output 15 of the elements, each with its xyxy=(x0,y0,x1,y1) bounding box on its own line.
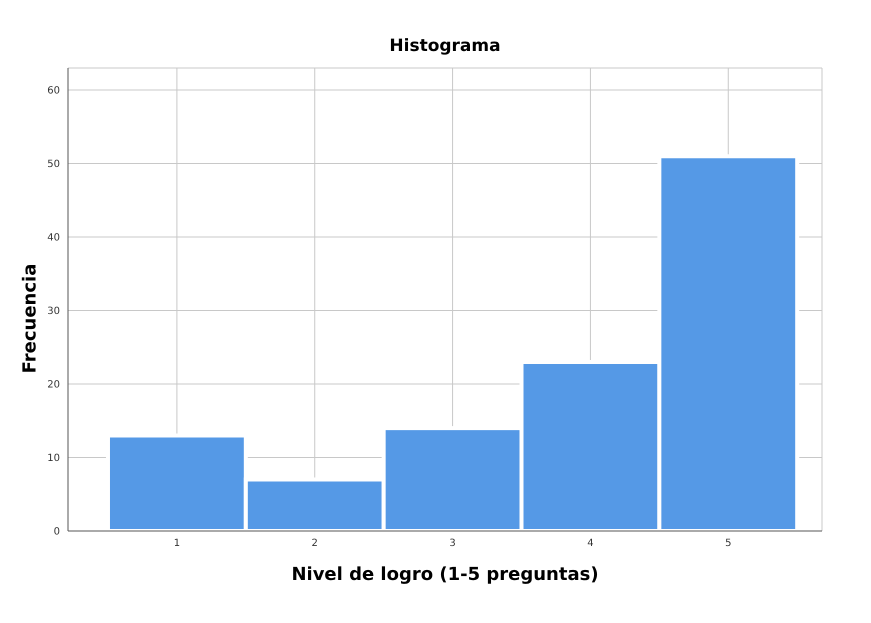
y-tick-label: 60 xyxy=(47,86,60,97)
x-tick-label: 2 xyxy=(312,538,318,550)
chart-title: Histograma xyxy=(388,36,502,56)
x-axis-title: Nivel de logro (1-5 preguntas) xyxy=(290,564,600,585)
y-tick-label: 10 xyxy=(47,453,60,464)
y-tick-label: 50 xyxy=(47,159,60,170)
y-tick-label: 30 xyxy=(47,306,60,318)
x-tick-label: 4 xyxy=(587,538,594,550)
y-tick-label: 0 xyxy=(54,526,60,538)
x-tick-label: 3 xyxy=(449,538,456,550)
x-tick-label: 1 xyxy=(174,538,180,550)
y-tick-label: 40 xyxy=(47,232,60,244)
y-axis-title: Frecuencia xyxy=(20,262,40,376)
x-tick-label: 5 xyxy=(725,538,732,550)
y-tick-label: 20 xyxy=(47,380,60,391)
